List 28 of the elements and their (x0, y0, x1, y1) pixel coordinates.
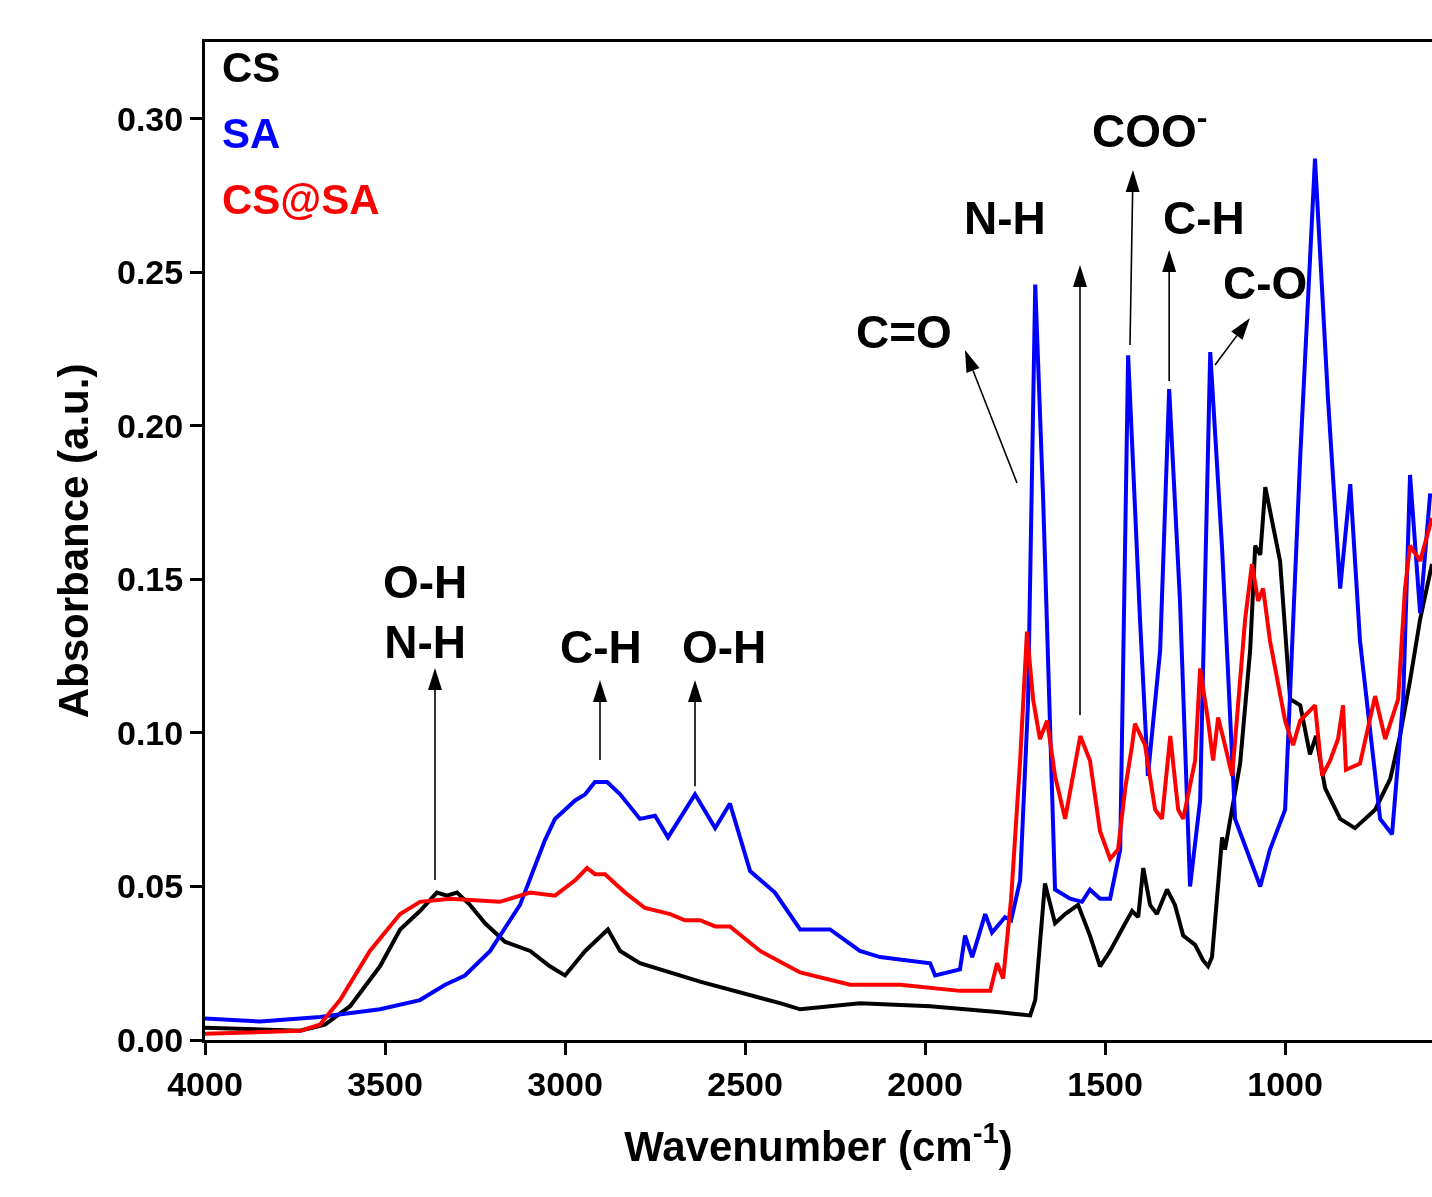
text: SA (222, 110, 281, 157)
x-tick-label: 3000 (527, 1064, 603, 1103)
x-tick-label: 4000 (167, 1064, 243, 1103)
annotation: C-H (560, 621, 642, 673)
x-tick-label: 1500 (1067, 1064, 1143, 1103)
annotation: N-H (964, 192, 1046, 244)
annotation: C-O (1223, 257, 1308, 309)
y-tick-label: 0.25 (117, 253, 184, 292)
annotation: COO$^{-}$ (1092, 99, 1208, 158)
text: CS (222, 44, 281, 91)
x-tick-label: 1000 (1247, 1064, 1323, 1103)
y-tick-label: 0.05 (117, 867, 184, 906)
annotation: O-H (682, 621, 767, 673)
line-series (205, 156, 1432, 1024)
x-tick-label: 2000 (887, 1064, 963, 1103)
text: CS@SA (222, 176, 380, 223)
x-tick-label: 2500 (707, 1064, 783, 1103)
x-tick-label: 3500 (347, 1064, 423, 1103)
y-tick-label: 0.30 (117, 99, 184, 138)
y-axis-title: Absorbance (a.u.) (49, 363, 97, 719)
y-tick-label: 0.15 (117, 560, 184, 599)
annotation: C=O (856, 306, 952, 358)
x-axis-title: Wavenumber (cm$^{-1}$) (624, 1116, 1013, 1170)
y-tick-label: 0.00 (117, 1020, 184, 1059)
annotation: O-H N-H (383, 556, 468, 668)
y-tick-label: 0.10 (117, 713, 184, 752)
annotation: C-H (1163, 192, 1245, 244)
y-tick-label: 0.20 (117, 406, 184, 445)
